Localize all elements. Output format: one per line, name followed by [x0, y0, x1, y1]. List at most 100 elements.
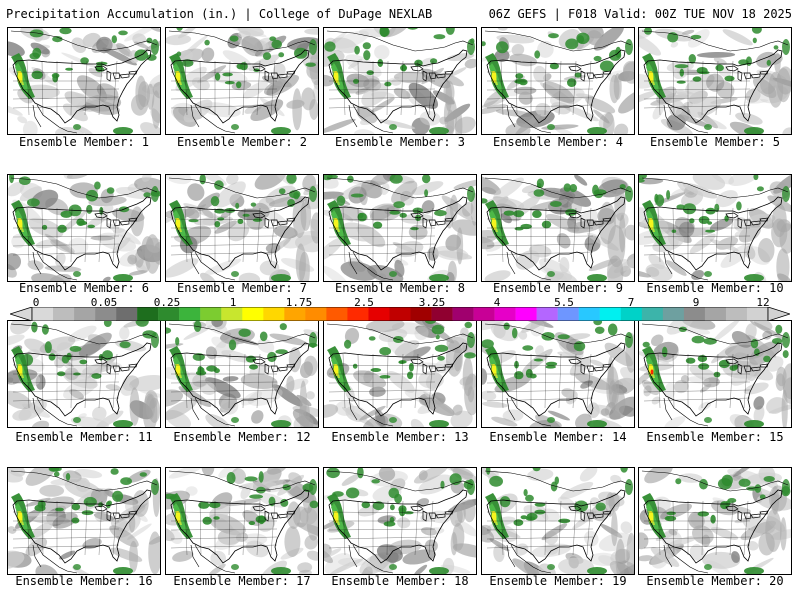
colorbar-segment [557, 307, 579, 321]
ensemble-panel-20 [638, 467, 792, 575]
colorbar-tick-label: 0 [32, 296, 40, 309]
colorbar-segment [179, 307, 201, 321]
precip-colorbar [10, 307, 790, 321]
ensemble-member-label: Ensemble Member: 5 [649, 135, 781, 149]
ensemble-member-label: Ensemble Member: 19 [489, 574, 627, 588]
colorbar-segment [137, 307, 159, 321]
ensemble-panel-16 [7, 467, 161, 575]
colorbar-segment [410, 307, 432, 321]
colorbar-segment [620, 307, 643, 321]
precip-map-14 [481, 320, 635, 428]
colorbar-segment [158, 307, 180, 321]
ensemble-panel-14 [481, 320, 635, 428]
ensemble-member-label: Ensemble Member: 7 [176, 281, 308, 295]
colorbar-segment [725, 307, 748, 321]
colorbar-tick-label: 12 [756, 296, 770, 309]
ensemble-member-label: Ensemble Member: 4 [492, 135, 624, 149]
ensemble-member-label: Ensemble Member: 17 [173, 574, 311, 588]
ensemble-member-label: Ensemble Member: 12 [173, 430, 311, 444]
ensemble-panel-13 [323, 320, 477, 428]
ensemble-panel-2 [165, 27, 319, 135]
ensemble-member-label: Ensemble Member: 16 [15, 574, 153, 588]
ensemble-panel-4 [481, 27, 635, 135]
colorbar-segment [452, 307, 474, 321]
precip-map-2 [165, 27, 319, 135]
colorbar-segment [536, 307, 558, 321]
colorbar-segment [242, 307, 264, 321]
ensemble-panel-17 [165, 467, 319, 575]
precip-map-5 [638, 27, 792, 135]
precip-map-17 [165, 467, 319, 575]
ensemble-panel-11 [7, 320, 161, 428]
colorbar-segment [32, 307, 54, 321]
ensemble-member-label: Ensemble Member: 15 [646, 430, 784, 444]
ensemble-panel-12 [165, 320, 319, 428]
chart-title: Precipitation Accumulation (in.) | Colle… [6, 7, 433, 21]
colorbar-tick-label: 4 [493, 296, 501, 309]
colorbar-arrow-right [767, 307, 790, 321]
colorbar-segment [53, 307, 75, 321]
colorbar-segment [746, 307, 769, 321]
ensemble-panel-7 [165, 174, 319, 282]
ensemble-panel-1 [7, 27, 161, 135]
colorbar-tick-label: 2.5 [354, 296, 374, 309]
ensemble-panel-5 [638, 27, 792, 135]
ensemble-member-label: Ensemble Member: 13 [331, 430, 469, 444]
colorbar-segment [95, 307, 117, 321]
precip-map-9 [481, 174, 635, 282]
ensemble-panel-15 [638, 320, 792, 428]
ensemble-member-label: Ensemble Member: 11 [15, 430, 153, 444]
ensemble-panel-9 [481, 174, 635, 282]
precip-map-10 [638, 174, 792, 282]
colorbar-segment [578, 307, 600, 321]
ensemble-panel-3 [323, 27, 477, 135]
colorbar-segment [431, 307, 453, 321]
ensemble-panel-6 [7, 174, 161, 282]
precip-map-3 [323, 27, 477, 135]
colorbar-segment [683, 307, 706, 321]
precip-map-20 [638, 467, 792, 575]
ensemble-member-label: Ensemble Member: 6 [18, 281, 150, 295]
colorbar-segment [599, 307, 621, 321]
colorbar-tick-label: 0.05 [90, 296, 118, 309]
precip-map-7 [165, 174, 319, 282]
precip-map-16 [7, 467, 161, 575]
precip-map-1 [7, 27, 161, 135]
ensemble-member-label: Ensemble Member: 10 [646, 281, 784, 295]
ensemble-member-label: Ensemble Member: 18 [331, 574, 469, 588]
colorbar-segment [368, 307, 390, 321]
precip-map-8 [323, 174, 477, 282]
colorbar-segment [641, 307, 664, 321]
precip-map-13 [323, 320, 477, 428]
ensemble-panel-10 [638, 174, 792, 282]
precip-map-12 [165, 320, 319, 428]
colorbar-segment [284, 307, 306, 321]
colorbar-segment [389, 307, 411, 321]
colorbar-segment [116, 307, 138, 321]
precip-map-4 [481, 27, 635, 135]
colorbar-tick-label: 5.5 [554, 296, 574, 309]
ensemble-panel-19 [481, 467, 635, 575]
colorbar-segment [263, 307, 285, 321]
colorbar-segment [473, 307, 495, 321]
colorbar-segment [74, 307, 96, 321]
precip-map-19 [481, 467, 635, 575]
colorbar-segment [221, 307, 243, 321]
precip-map-18 [323, 467, 477, 575]
colorbar-tick-label: 1.75 [285, 296, 313, 309]
colorbar-segment [305, 307, 327, 321]
colorbar-segment [515, 307, 537, 321]
colorbar-tick-label: 7 [627, 296, 635, 309]
colorbar-segment [326, 307, 348, 321]
colorbar-segment [347, 307, 369, 321]
ensemble-member-label: Ensemble Member: 9 [492, 281, 624, 295]
ensemble-panel-8 [323, 174, 477, 282]
precip-map-15 [638, 320, 792, 428]
ensemble-member-label: Ensemble Member: 8 [334, 281, 466, 295]
ensemble-member-label: Ensemble Member: 14 [489, 430, 627, 444]
ensemble-member-label: Ensemble Member: 20 [646, 574, 784, 588]
colorbar-segment [200, 307, 222, 321]
ensemble-panel-18 [323, 467, 477, 575]
precip-map-11 [7, 320, 161, 428]
ensemble-member-label: Ensemble Member: 2 [176, 135, 308, 149]
